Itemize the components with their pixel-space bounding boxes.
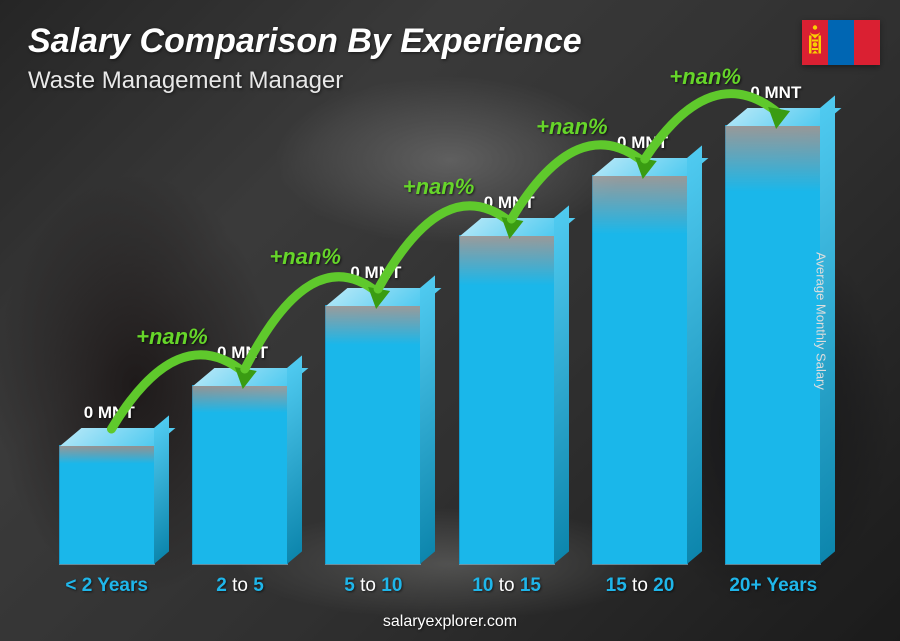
- bar: 0 MNT: [192, 385, 288, 565]
- bar: 0 MNT: [725, 125, 821, 565]
- footer-credit: salaryexplorer.com: [383, 613, 517, 631]
- bar-front: [192, 385, 288, 565]
- bar-front: [325, 305, 421, 565]
- chart-subtitle: Waste Management Manager: [28, 67, 582, 95]
- bar-front: [725, 125, 821, 565]
- bar-category-label: < 2 Years: [65, 575, 148, 597]
- bar-front: [459, 235, 555, 565]
- bar-value-label: 0 MNT: [750, 83, 801, 103]
- bar-value-label: 0 MNT: [484, 193, 535, 213]
- percent-increase-label: +nan%: [536, 114, 608, 140]
- bar-value-label: 0 MNT: [617, 133, 668, 153]
- soyombo-icon: [807, 23, 823, 62]
- bar-front: [592, 175, 688, 565]
- title-block: Salary Comparison By Experience Waste Ma…: [28, 22, 582, 95]
- percent-increase-label: +nan%: [269, 244, 341, 270]
- bar-front: [59, 445, 155, 565]
- chart-title: Salary Comparison By Experience: [28, 22, 582, 61]
- flag-stripe-left: [802, 20, 828, 65]
- bar-category-label: 15 to 20: [606, 575, 675, 597]
- chart-column: 0 MNT 5 to 10: [307, 305, 440, 597]
- bar-category-label: 5 to 10: [344, 575, 402, 597]
- y-axis-label: Average Monthly Salary: [814, 252, 829, 390]
- flag-stripe-right: [854, 20, 880, 65]
- bar-value-label: 0 MNT: [217, 343, 268, 363]
- percent-increase-label: +nan%: [136, 324, 208, 350]
- bar: 0 MNT: [592, 175, 688, 565]
- bar-chart: 0 MNT< 2 Years0 MNT2 to 50 MNT5 to 100 M…: [40, 77, 840, 597]
- chart-column: 0 MNT 2 to 5: [173, 385, 306, 597]
- bar: 0 MNT: [59, 445, 155, 565]
- bar: 0 MNT: [459, 235, 555, 565]
- bar: 0 MNT: [325, 305, 421, 565]
- bar-value-label: 0 MNT: [84, 403, 135, 423]
- bar-category-label: 20+ Years: [729, 575, 817, 597]
- percent-increase-label: +nan%: [403, 174, 475, 200]
- flag-stripe-center: [828, 20, 854, 65]
- chart-column: 0 MNT 15 to 20: [573, 175, 706, 597]
- chart-column: 0 MNT < 2 Years: [40, 445, 173, 597]
- bar-category-label: 10 to 15: [472, 575, 541, 597]
- country-flag-mongolia: [802, 20, 880, 65]
- bar-category-label: 2 to 5: [216, 575, 264, 597]
- chart-column: 0 MNT 10 to 15: [440, 235, 573, 597]
- bar-value-label: 0 MNT: [350, 263, 401, 283]
